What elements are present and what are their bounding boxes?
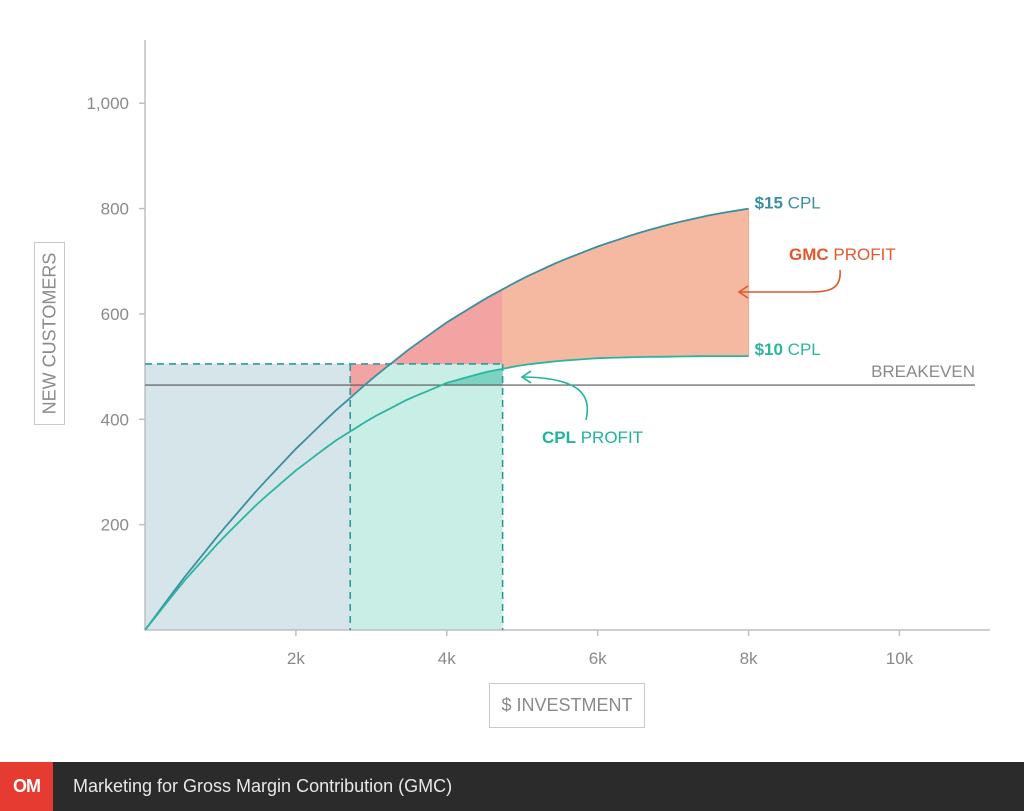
cpl-arrow-head: [520, 370, 532, 384]
x-tick-label: 8k: [740, 649, 758, 668]
gmc-profit-annotation-rest: PROFIT: [829, 245, 896, 264]
om-logo-icon: OM: [0, 762, 53, 811]
gmc-profit-annotation-bold: GMC: [789, 245, 829, 264]
cpl-profit-annotation-rest: PROFIT: [576, 428, 643, 447]
x-axis-label: $ INVESTMENT: [501, 695, 633, 715]
x-axis-label-box: $ INVESTMENT: [489, 683, 645, 728]
x-tick-label: 2k: [287, 649, 305, 668]
series-line-10-cpl: [144, 355, 749, 631]
footer-bar: OM Marketing for Gross Margin Contributi…: [0, 762, 1024, 811]
series-line-15-cpl: [144, 207, 749, 631]
cpl-profit-annotation: CPL PROFIT: [542, 428, 643, 447]
gmc-arrow-head: [737, 285, 749, 299]
y-tick-label: 800: [101, 200, 129, 219]
y-tick-label: 200: [101, 516, 129, 535]
breakeven-label: BREAKEVEN: [871, 362, 975, 381]
gmc-arrow-line: [740, 269, 841, 293]
y-tick-label: 400: [101, 410, 129, 429]
y-axis-label-box: NEW CUSTOMERS: [34, 242, 65, 425]
series-label: $10 CPL: [755, 340, 821, 359]
x-tick-label: 10k: [886, 649, 914, 668]
y-tick-label: 600: [101, 305, 129, 324]
region-red: [350, 289, 503, 398]
x-tick-label: 6k: [589, 649, 607, 668]
region-gmc-profit: [502, 208, 749, 369]
region-teal: [350, 363, 503, 630]
region-cpl-profit: [442, 368, 503, 385]
x-tick-label: 4k: [438, 649, 456, 668]
y-tick-label: 1,000: [86, 94, 129, 113]
series-label-rest: CPL: [783, 340, 821, 359]
series-label-bold: $10: [755, 340, 783, 359]
chart: 200 400 600 800 1,000 2k 4k 6k 8k 10k BREAKEVEN $15…: [86, 40, 990, 668]
cpl-arrow-line: [523, 376, 589, 421]
series-label-rest: CPL: [783, 194, 821, 213]
series-label-bold: $15: [755, 194, 783, 213]
series-label: $15 CPL: [755, 194, 821, 213]
footer-title: Marketing for Gross Margin Contribution …: [73, 776, 453, 796]
cpl-profit-annotation-bold: CPL: [542, 428, 576, 447]
y-axis-label: NEW CUSTOMERS: [39, 252, 59, 415]
gmc-profit-annotation: GMC PROFIT: [789, 245, 896, 264]
